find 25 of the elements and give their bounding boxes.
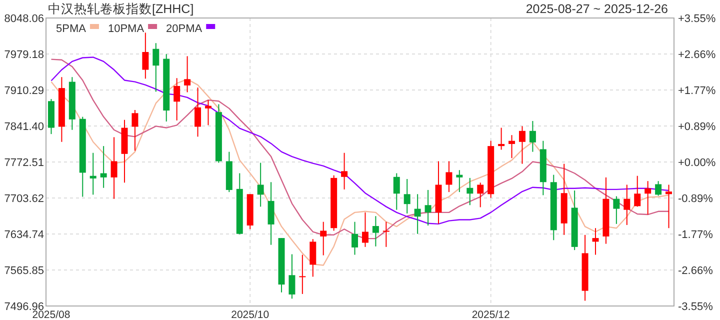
y2-tick-label: -1.77%: [678, 228, 714, 241]
y2-tick-label: +0.00%: [678, 157, 716, 169]
chart-title: 中汉热轧卷板指数[ZHHC]: [48, 2, 194, 16]
y-tick-label: 7565.85: [4, 265, 44, 277]
y2-tick-label: -0.89%: [678, 193, 714, 206]
y-tick-label: 8048.06: [4, 13, 44, 25]
x-tick-label: 2025/08: [32, 309, 70, 320]
x-tick-label: 2025/12: [472, 309, 510, 320]
legend-label: 5PMA: [56, 23, 87, 35]
x-tick-label: 2025/10: [231, 309, 270, 320]
y-tick-label: 7841.40: [4, 121, 44, 133]
y2-tick-label: -2.66%: [678, 264, 714, 277]
y-tick-label: 7634.74: [4, 228, 44, 241]
legend-label: 20PMA: [166, 23, 203, 35]
y-tick-label: 7703.62: [4, 193, 44, 205]
legend-label: 10PMA: [108, 23, 145, 35]
y2-tick-label: +0.89%: [678, 120, 716, 133]
y2-tick-label: +3.55%: [678, 13, 716, 25]
y-tick-label: 7979.18: [4, 48, 44, 61]
y-tick-label: 7910.29: [4, 84, 44, 97]
y2-tick-label: +1.77%: [678, 85, 716, 98]
chart-subtitle: 2025-08-27 ~ 2025-12-26: [526, 2, 668, 16]
y-tick-label: 7772.51: [4, 157, 44, 169]
y2-tick-label: +2.66%: [678, 49, 716, 62]
y2-tick-label: -3.55%: [678, 301, 714, 313]
